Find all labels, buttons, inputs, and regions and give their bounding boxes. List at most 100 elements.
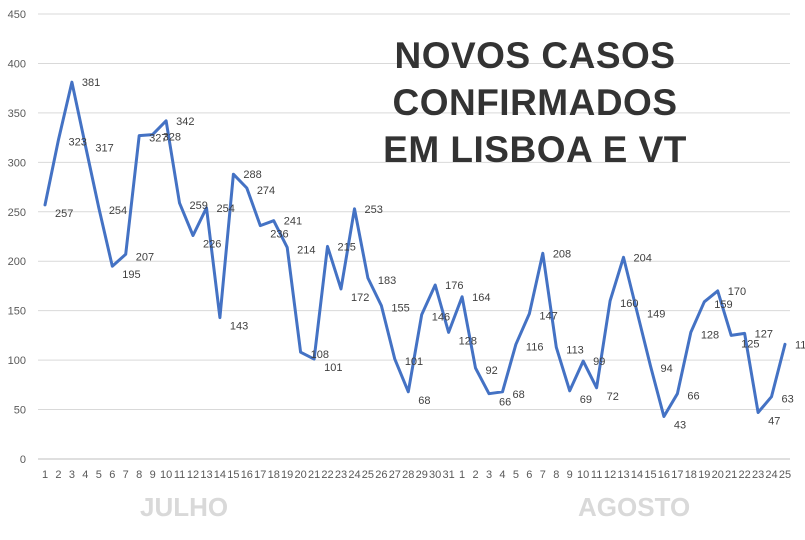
- y-tick-label: 100: [8, 355, 26, 367]
- data-label: 128: [701, 329, 719, 341]
- data-label: 226: [203, 239, 221, 251]
- x-tick-label: 13: [617, 469, 629, 481]
- data-label: 92: [486, 365, 498, 377]
- month-label-julho: JULHO: [140, 492, 229, 522]
- x-tick-label: 25: [362, 469, 374, 481]
- y-tick-label: 350: [8, 108, 26, 120]
- x-tick-label: 15: [227, 469, 239, 481]
- x-tick-label: 16: [241, 469, 253, 481]
- x-tick-label: 11: [174, 469, 185, 481]
- data-label: 259: [190, 200, 208, 212]
- y-tick-label: 0: [20, 454, 26, 466]
- data-label: 128: [459, 335, 477, 347]
- data-label: 108: [311, 349, 329, 361]
- data-label: 208: [553, 248, 571, 260]
- x-tick-label: 10: [160, 469, 172, 481]
- y-tick-label: 400: [8, 58, 26, 70]
- x-tick-label: 17: [254, 469, 266, 481]
- y-tick-label: 50: [14, 405, 26, 417]
- data-label: 113: [566, 344, 584, 356]
- data-label: 381: [82, 77, 100, 89]
- data-label: 176: [445, 280, 463, 292]
- x-tick-label: 14: [631, 469, 643, 481]
- data-label: 155: [391, 303, 409, 315]
- x-tick-label: 3: [486, 469, 492, 481]
- x-tick-label: 30: [429, 469, 441, 481]
- gridlines: [38, 13, 790, 460]
- data-label: 116: [795, 339, 805, 351]
- data-label: 68: [512, 389, 524, 401]
- data-label: 236: [270, 229, 288, 241]
- x-tick-label: 15: [644, 469, 656, 481]
- data-label: 127: [755, 328, 773, 340]
- data-label: 101: [324, 362, 342, 374]
- x-tick-label: 18: [685, 469, 697, 481]
- data-label: 66: [499, 397, 511, 409]
- data-label: 241: [284, 216, 302, 228]
- data-label: 63: [782, 394, 794, 406]
- x-tick-label: 7: [123, 469, 129, 481]
- x-tick-label: 18: [268, 469, 280, 481]
- y-tick-label: 150: [8, 306, 26, 318]
- data-label: 317: [95, 143, 113, 155]
- x-tick-label: 22: [739, 469, 751, 481]
- y-tick-label: 450: [8, 9, 26, 21]
- x-tick-label: 5: [513, 469, 519, 481]
- x-tick-label: 12: [604, 469, 616, 481]
- x-tick-label: 4: [82, 469, 88, 481]
- x-tick-label: 21: [725, 469, 737, 481]
- data-label: 254: [109, 205, 127, 217]
- x-tick-label: 29: [416, 469, 428, 481]
- data-label: 43: [674, 419, 686, 431]
- data-label: 68: [418, 395, 430, 407]
- y-tick-label: 250: [8, 207, 26, 219]
- data-label: 69: [580, 394, 592, 406]
- data-label: 257: [55, 208, 73, 220]
- data-label: 327: [149, 133, 167, 145]
- x-tick-label: 31: [443, 469, 455, 481]
- x-tick-label: 26: [375, 469, 387, 481]
- x-tick-label: 27: [389, 469, 401, 481]
- x-tick-label: 19: [698, 469, 710, 481]
- chart-title: NOVOS CASOS CONFIRMADOS EM LISBOA E VT: [360, 32, 710, 173]
- data-label: 164: [472, 292, 490, 304]
- data-label: 159: [714, 299, 732, 311]
- data-label: 323: [68, 137, 86, 149]
- x-tick-label: 23: [752, 469, 764, 481]
- data-label: 288: [243, 169, 261, 181]
- x-tick-label: 8: [136, 469, 142, 481]
- data-label: 125: [741, 338, 759, 350]
- y-tick-label: 300: [8, 157, 26, 169]
- x-tick-label: 9: [150, 469, 156, 481]
- x-tick-label: 12: [187, 469, 199, 481]
- data-label: 72: [607, 391, 619, 403]
- x-tick-label: 6: [109, 469, 115, 481]
- data-label: 94: [660, 363, 672, 375]
- data-label: 328: [163, 132, 181, 144]
- data-label: 274: [257, 185, 275, 197]
- x-tick-label: 16: [658, 469, 670, 481]
- data-label: 214: [297, 244, 315, 256]
- x-tick-label: 24: [348, 469, 360, 481]
- x-tick-label: 6: [526, 469, 532, 481]
- x-tick-label: 14: [214, 469, 226, 481]
- x-tick-label: 17: [671, 469, 683, 481]
- data-label: 101: [405, 356, 423, 368]
- data-label: 253: [364, 204, 382, 216]
- x-tick-label: 22: [321, 469, 333, 481]
- title-line-1: NOVOS CASOS: [394, 35, 676, 76]
- x-tick-label: 20: [712, 469, 724, 481]
- data-label: 147: [539, 311, 557, 323]
- data-label: 160: [620, 298, 638, 310]
- data-label: 342: [176, 116, 194, 128]
- data-label: 254: [216, 203, 234, 215]
- x-tick-label: 1: [42, 469, 48, 481]
- title-line-3: EM LISBOA E VT: [383, 129, 687, 170]
- data-label: 172: [351, 292, 369, 304]
- x-tick-label: 1: [459, 469, 465, 481]
- month-label-agosto: AGOSTO: [578, 492, 691, 522]
- x-tick-label: 21: [308, 469, 320, 481]
- data-label: 215: [338, 241, 356, 253]
- x-tick-label: 13: [200, 469, 212, 481]
